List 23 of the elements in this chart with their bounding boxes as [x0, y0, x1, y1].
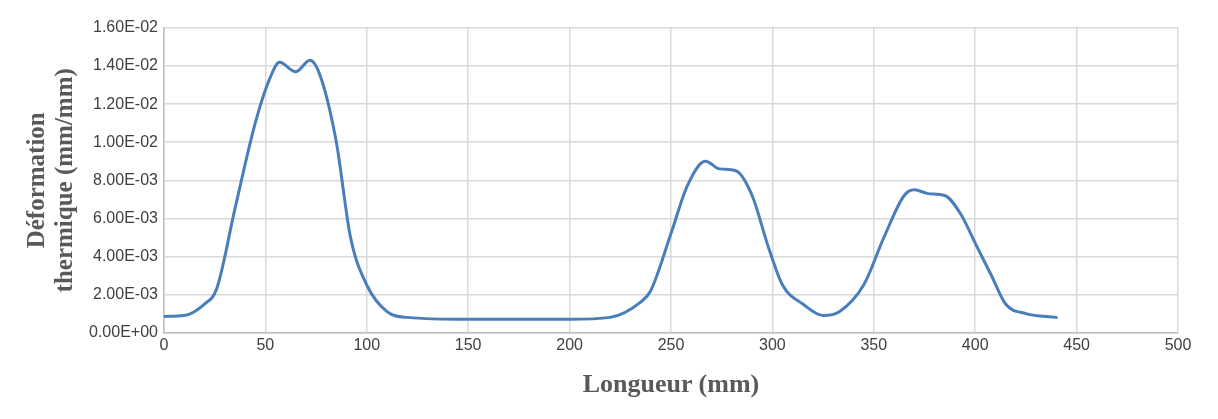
x-tick-label: 150: [454, 335, 482, 353]
x-tick-label: 350: [860, 335, 888, 353]
x-tick-label: 0: [159, 335, 169, 353]
y-tick-label: 4.00E-03: [93, 246, 159, 264]
y-tick-label: 1.40E-02: [93, 56, 159, 74]
y-tick-label: 8.00E-03: [93, 170, 159, 188]
y-tick-label: 6.00E-03: [93, 208, 159, 226]
x-tick-label: 100: [353, 335, 381, 353]
x-tick-label: 50: [256, 335, 275, 353]
y-tick-label: 1.20E-02: [93, 94, 159, 112]
x-tick-label: 250: [657, 335, 685, 353]
y-tick-label: 1.00E-02: [93, 132, 159, 150]
y-axis-title: Déformation thermique (mm/mm): [22, 68, 78, 293]
y-tick-label: 0.00E+00: [89, 323, 159, 341]
x-tick-label: 300: [759, 335, 786, 353]
y-tick-label: 1.60E-02: [93, 18, 159, 36]
line-series: [163, 58, 1058, 321]
x-tick-label: 400: [961, 335, 989, 353]
y-tick-label: 2.00E-03: [93, 284, 159, 302]
x-tick-label: 200: [556, 335, 584, 353]
x-tick-label: 450: [1063, 335, 1091, 353]
x-axis-title: Longueur (mm): [582, 369, 760, 399]
x-tick-label: 500: [1164, 335, 1192, 353]
